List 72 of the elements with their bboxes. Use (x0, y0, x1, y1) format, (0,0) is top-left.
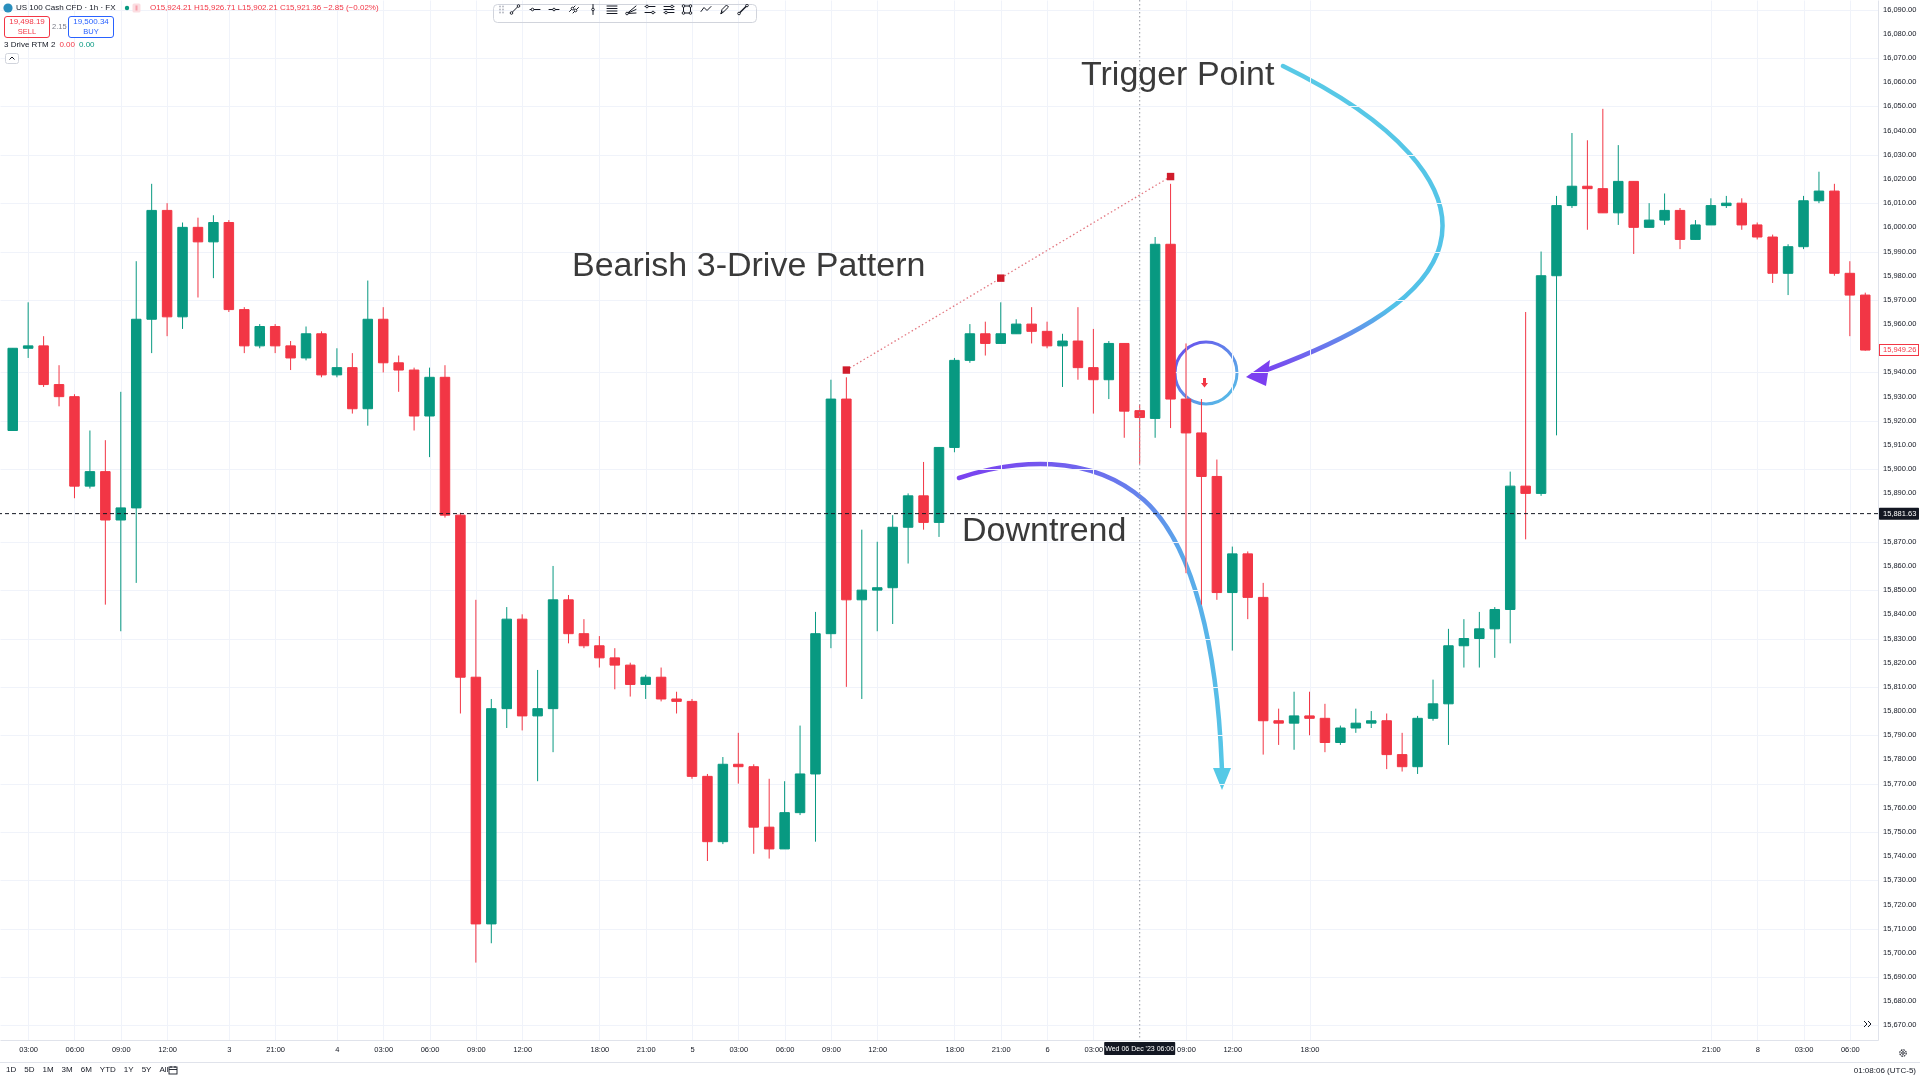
text: 3M (61, 1065, 73, 1074)
candlestick (53, 364, 65, 407)
candlestick (1813, 171, 1825, 204)
candlestick (1273, 708, 1284, 746)
text: YTD (99, 1065, 116, 1074)
candlestick (1520, 311, 1531, 540)
candlestick (640, 674, 651, 700)
candlestick (980, 321, 991, 357)
candlestick (1566, 132, 1578, 209)
candlestick (269, 323, 281, 354)
candlestick (578, 618, 590, 649)
annotation: 19,498.19 (9, 17, 45, 27)
candlestick (1427, 679, 1439, 722)
point (842, 366, 851, 374)
candlestick (1335, 725, 1346, 746)
annotation: Downtrend (962, 510, 1127, 548)
candlestick (1458, 618, 1470, 669)
annotation: Trigger Point (1081, 54, 1275, 92)
candlestick (1350, 708, 1362, 734)
candlestick (192, 217, 204, 298)
candlestick (872, 541, 883, 632)
text: 1M (42, 1065, 54, 1074)
candlestick (208, 214, 219, 279)
candlestick (1304, 691, 1315, 736)
candlestick (594, 635, 605, 669)
candlestick (995, 301, 1006, 344)
candlestick (115, 391, 127, 632)
candlestick (22, 301, 34, 359)
candlestick (1705, 197, 1717, 226)
annotation: 3 Drive RTM 2 (4, 40, 56, 49)
candlestick (1489, 606, 1501, 659)
text: 6M (80, 1065, 92, 1074)
candlestick (1026, 306, 1037, 344)
chart-subtitle: O15,924.21 H15,926.71 L15,902.21 C15,921.36 −2.85 (−0.02%) (150, 3, 379, 12)
annotation: 0.00 (59, 40, 75, 49)
chart-title: US 100 Cash CFD · 1h · FX (16, 3, 116, 12)
candlestick (763, 778, 775, 860)
candlestick (609, 647, 621, 690)
text: 1D (6, 1065, 17, 1074)
candlestick (671, 691, 682, 714)
candlestick (1643, 202, 1655, 228)
candlestick (393, 355, 404, 393)
candlestick (285, 340, 296, 371)
candlestick (1134, 404, 1145, 465)
candlestick (1088, 328, 1099, 415)
candlestick (624, 662, 636, 698)
candlestick (1396, 732, 1408, 773)
candlestick (655, 667, 667, 702)
candlestick (1690, 219, 1701, 240)
annotation: 0.00 (79, 40, 95, 49)
annotation: Bearish 3-Drive Pattern (572, 245, 926, 283)
candlestick (254, 323, 265, 349)
candlestick (1736, 197, 1748, 231)
candlestick (1288, 691, 1300, 751)
text: 1Y (123, 1065, 134, 1074)
candlestick (856, 529, 868, 700)
point (997, 274, 1005, 282)
text: 5Y (141, 1065, 152, 1074)
annotation: 19,500.34 (73, 17, 109, 27)
text: 5D (24, 1065, 35, 1074)
candlestick (1659, 192, 1670, 226)
candlestick (1041, 321, 1053, 349)
candlestick (1474, 611, 1485, 669)
candlestick (331, 347, 343, 378)
text: 01:08:06 (UTC-5) (1853, 1066, 1916, 1075)
candlestick (532, 669, 543, 782)
candlestick (733, 732, 744, 785)
candlestick (1844, 260, 1856, 337)
candlestick (1057, 333, 1068, 388)
text: All (159, 1065, 169, 1074)
candlestick (1582, 139, 1593, 231)
candlestick (84, 430, 96, 490)
